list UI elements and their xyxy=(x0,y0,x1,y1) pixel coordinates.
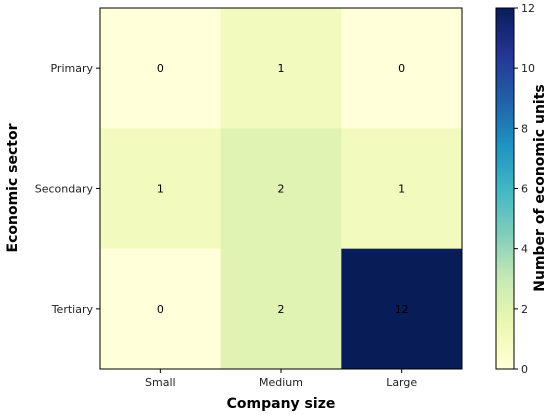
colorbar-ticks: 0 2 4 6 8 10 12 xyxy=(514,2,535,376)
heatmap-cell xyxy=(341,8,463,129)
heatmap-cell xyxy=(220,248,342,370)
cell-value-label: 0 xyxy=(398,62,405,75)
heatmap-cell xyxy=(100,128,222,250)
heatmap-cell-labels: 0 1 01 2 10 2 12 xyxy=(157,62,409,316)
y-axis-ticks: Primary Secondary Tertiary xyxy=(35,62,100,316)
colorbar-tick-label: 6 xyxy=(521,183,528,196)
colorbar-tick-label: 10 xyxy=(521,62,535,75)
colorbar-tick-label: 0 xyxy=(521,363,528,376)
x-axis-title: Company size xyxy=(227,396,336,412)
heatmap-cell xyxy=(220,8,342,129)
cell-value-label: 12 xyxy=(395,303,409,316)
x-tick-label: Small xyxy=(145,376,176,389)
cell-value-label: 1 xyxy=(157,183,164,196)
heatmap-cell xyxy=(341,248,463,370)
x-axis-ticks: Small Medium Large xyxy=(145,369,417,389)
colorbar xyxy=(495,7,515,370)
y-axis-title: Economic sector xyxy=(5,123,21,252)
cell-value-label: 2 xyxy=(278,303,285,316)
colorbar-label: Number of economic units xyxy=(532,84,548,291)
heatmap-cells xyxy=(100,8,463,370)
colorbar-tick-label: 8 xyxy=(521,122,528,135)
x-tick-label: Medium xyxy=(259,376,303,389)
y-tick-label: Secondary xyxy=(35,183,94,196)
heatmap-cell xyxy=(341,128,463,250)
cell-value-label: 1 xyxy=(398,183,405,196)
colorbar-tick-label: 4 xyxy=(521,243,528,256)
x-tick-label: Large xyxy=(386,376,417,389)
heatmap-cell xyxy=(100,8,222,129)
heatmap-cell xyxy=(100,248,222,370)
colorbar-tick-label: 2 xyxy=(521,303,528,316)
cell-value-label: 0 xyxy=(157,303,164,316)
y-tick-label: Tertiary xyxy=(51,303,94,316)
cell-value-label: 2 xyxy=(278,183,285,196)
cell-value-label: 0 xyxy=(157,62,164,75)
y-tick-label: Primary xyxy=(50,62,93,75)
heatmap-cell xyxy=(220,128,342,250)
colorbar-tick-label: 12 xyxy=(521,2,535,15)
cell-value-label: 1 xyxy=(278,62,285,75)
